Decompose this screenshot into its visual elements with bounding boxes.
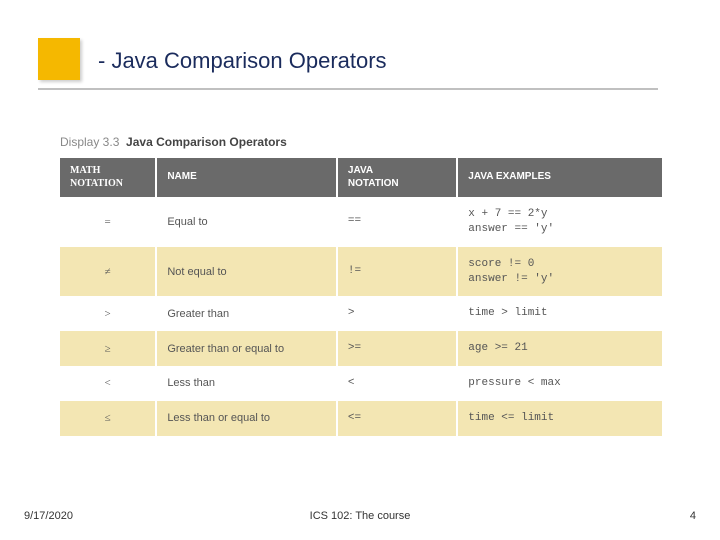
- cell-examples: score != 0answer != 'y': [457, 247, 662, 297]
- column-header-java: JAVANOTATION: [337, 158, 457, 197]
- cell-java: >: [337, 296, 457, 331]
- logo-square-icon: [38, 38, 80, 80]
- column-header-math: MATHNOTATION: [60, 158, 156, 197]
- cell-name: Greater than: [156, 296, 337, 331]
- cell-name: Less than: [156, 366, 337, 401]
- cell-math: >: [60, 296, 156, 331]
- table-row: > Greater than > time > limit: [60, 296, 662, 331]
- cell-java: !=: [337, 247, 457, 297]
- table-body: = Equal to == x + 7 == 2*yanswer == 'y' …: [60, 197, 662, 436]
- table-row: ≥ Greater than or equal to >= age >= 21: [60, 331, 662, 366]
- slide-title: - Java Comparison Operators: [98, 48, 387, 74]
- cell-java: >=: [337, 331, 457, 366]
- cell-math: ≠: [60, 247, 156, 297]
- table-header-row: MATHNOTATION NAME JAVANOTATION JAVA EXAM…: [60, 158, 662, 197]
- display-caption-prefix: Display 3.3: [60, 135, 119, 149]
- title-underline: [38, 88, 658, 90]
- table-row: < Less than < pressure < max: [60, 366, 662, 401]
- column-header-examples: JAVA EXAMPLES: [457, 158, 662, 197]
- cell-name: Less than or equal to: [156, 401, 337, 436]
- slide: - Java Comparison Operators Display 3.3 …: [0, 0, 720, 540]
- footer-date: 9/17/2020: [24, 510, 73, 522]
- cell-examples: age >= 21: [457, 331, 662, 366]
- footer-page-number: 4: [690, 510, 696, 522]
- cell-examples: time <= limit: [457, 401, 662, 436]
- cell-java: ==: [337, 197, 457, 247]
- display-caption: Display 3.3 Java Comparison Operators: [60, 135, 287, 149]
- table-row: ≠ Not equal to != score != 0answer != 'y…: [60, 247, 662, 297]
- table-row: = Equal to == x + 7 == 2*yanswer == 'y': [60, 197, 662, 247]
- operators-table: MATHNOTATION NAME JAVANOTATION JAVA EXAM…: [60, 158, 662, 436]
- cell-examples: time > limit: [457, 296, 662, 331]
- table-row: ≤ Less than or equal to <= time <= limit: [60, 401, 662, 436]
- operators-table-wrap: MATHNOTATION NAME JAVANOTATION JAVA EXAM…: [60, 158, 662, 436]
- cell-math: ≥: [60, 331, 156, 366]
- cell-math: =: [60, 197, 156, 247]
- footer-course: ICS 102: The course: [310, 510, 411, 522]
- cell-name: Greater than or equal to: [156, 331, 337, 366]
- display-caption-title: Java Comparison Operators: [126, 135, 287, 149]
- column-header-name: NAME: [156, 158, 337, 197]
- cell-name: Not equal to: [156, 247, 337, 297]
- cell-examples: pressure < max: [457, 366, 662, 401]
- cell-math: <: [60, 366, 156, 401]
- cell-math: ≤: [60, 401, 156, 436]
- cell-name: Equal to: [156, 197, 337, 247]
- cell-java: <=: [337, 401, 457, 436]
- cell-java: <: [337, 366, 457, 401]
- cell-examples: x + 7 == 2*yanswer == 'y': [457, 197, 662, 247]
